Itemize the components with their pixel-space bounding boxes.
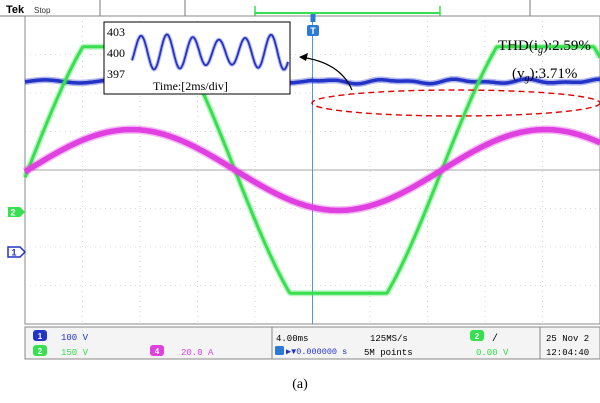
date-readout: 25 Nov 2 (546, 334, 589, 344)
inset-ytick-mid: 400 (107, 46, 125, 60)
inset-zoom: 403 400 397 Time:[2ms/div] (103, 21, 291, 95)
status-label: Stop (34, 6, 51, 15)
inset-ytick-bottom: 397 (107, 67, 125, 81)
ch1-marker-label: 1 (11, 248, 16, 258)
ch1-badge: 1 (38, 332, 43, 341)
inset-ytick-top: 403 (107, 25, 125, 39)
trigger-slope: / (492, 333, 498, 345)
ch2-marker: 2 (8, 207, 25, 218)
thd-vg-text: (vg):3.71% (512, 66, 577, 84)
ch2-scale: 150 V (61, 348, 89, 358)
ch4-scale: 20.0 A (181, 348, 214, 358)
record-length: 5M points (364, 348, 413, 358)
sample-rate: 125MS/s (370, 334, 408, 344)
readout-panel: 1 100 V 2 150 V 4 20.0 A 4.00ms ▶▼0.0000… (24, 326, 600, 360)
trigger-marker: T (307, 14, 319, 36)
brand-label: Tek (6, 4, 25, 16)
ch1-marker: 1 (7, 246, 27, 258)
top-ruler (0, 0, 600, 17)
callout-arrow (299, 56, 353, 91)
ch4-badge: 4 (155, 347, 160, 356)
ch1-scale: 100 V (61, 333, 89, 343)
inset-waveform (130, 32, 290, 72)
timebase: 4.00ms (276, 334, 308, 344)
inset-trace (131, 33, 289, 71)
ch2-badge: 2 (38, 347, 43, 356)
trigger-position: ▶▼0.000000 s (286, 347, 347, 357)
callout-arrowhead (299, 53, 308, 61)
trigger-level: 0.00 V (476, 348, 509, 358)
inset-label: Time:[2ms/div] (153, 79, 228, 93)
trigger-marker-label: T (310, 26, 316, 36)
ripple-highlight (311, 89, 600, 117)
series-4-trace (23, 126, 600, 214)
figure-caption: (a) (292, 377, 308, 392)
time-readout: 12:04:40 (546, 348, 589, 358)
ch2-marker-label: 2 (10, 208, 15, 218)
thd-ig-text: THD(ig):2.59% (498, 38, 591, 56)
trigger-channel-badge: 2 (475, 332, 480, 341)
